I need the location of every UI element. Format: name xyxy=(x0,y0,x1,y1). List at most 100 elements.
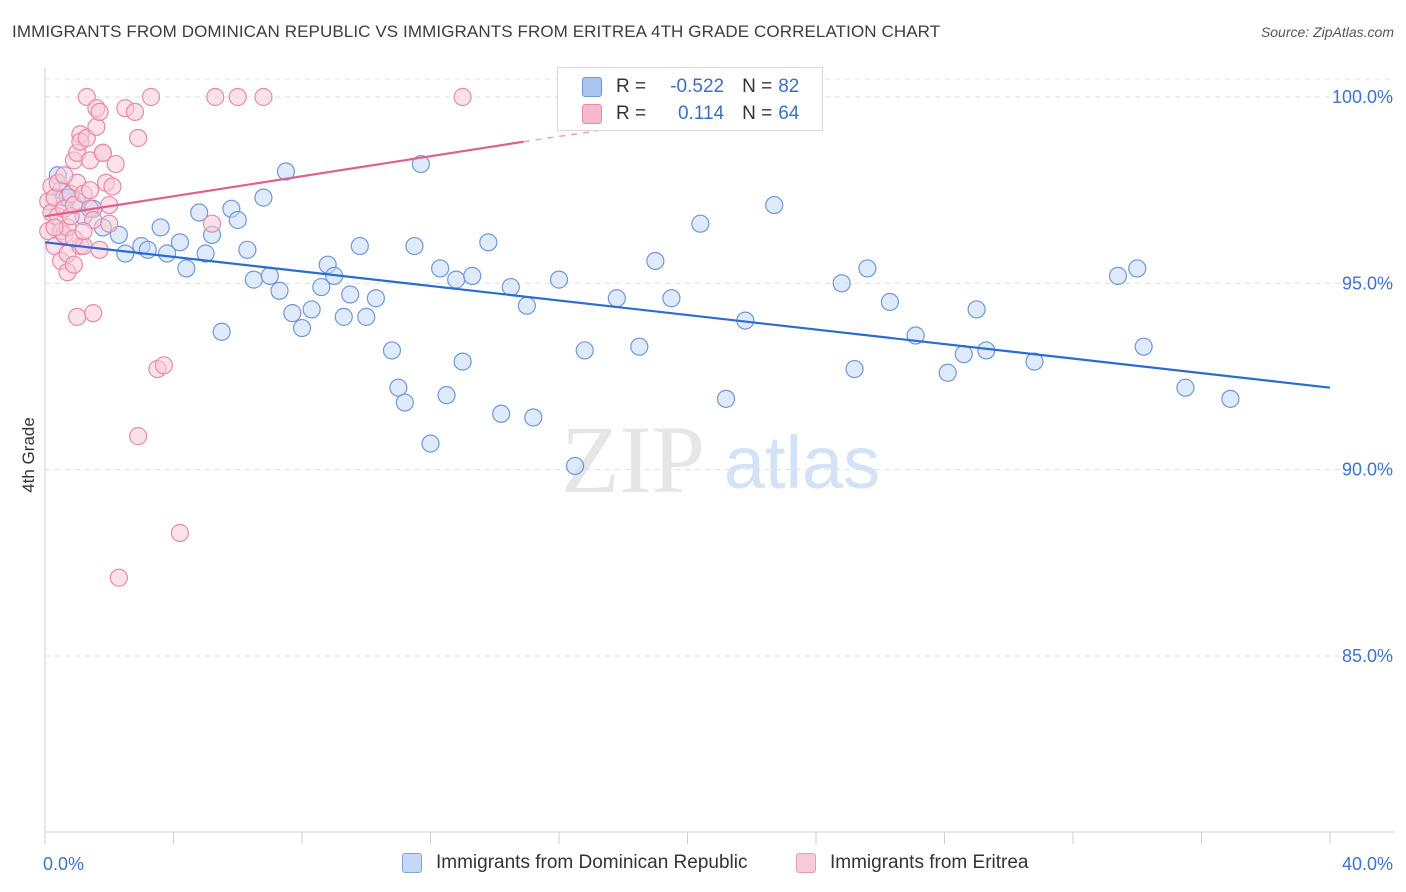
point-dominican xyxy=(196,244,215,263)
x-tick-label-start: 0.0% xyxy=(43,854,84,874)
point-dominican xyxy=(270,281,289,300)
point-dominican xyxy=(170,233,190,252)
trend-line-eritrea-extension xyxy=(523,126,624,143)
point-dominican xyxy=(954,345,973,364)
point-eritrea xyxy=(170,523,190,543)
point-eritrea xyxy=(100,214,119,233)
stats-legend: R = -0.522 N = 82 R = 0.114 N = 64 xyxy=(557,67,823,131)
point-dominican xyxy=(350,236,369,256)
point-dominican xyxy=(283,304,302,323)
point-dominican xyxy=(177,259,196,278)
point-eritrea xyxy=(141,87,161,107)
point-dominican xyxy=(479,233,498,252)
point-eritrea xyxy=(125,102,145,122)
n-label: N = xyxy=(742,76,773,97)
point-dominican xyxy=(254,188,273,207)
point-dominican xyxy=(463,266,482,285)
legend-swatch-eritrea xyxy=(796,853,816,873)
point-dominican xyxy=(607,289,626,308)
point-eritrea xyxy=(106,154,125,174)
n-value-eritrea: 64 xyxy=(778,103,800,124)
point-eritrea xyxy=(154,356,173,375)
point-dominican xyxy=(382,341,402,360)
point-eritrea xyxy=(93,143,112,162)
legend-item-dominican: Immigrants from Dominican Republic xyxy=(402,852,748,874)
point-dominican xyxy=(238,240,257,259)
point-dominican xyxy=(312,277,331,297)
watermark-atlas: atlas xyxy=(724,421,880,504)
point-dominican xyxy=(938,363,957,382)
point-dominican xyxy=(453,352,472,371)
n-label: N = xyxy=(742,103,773,124)
point-dominican xyxy=(630,337,649,356)
series-legend: Immigrants from Dominican Republic Immig… xyxy=(0,852,1406,876)
x-tick-label-end: 40.0% xyxy=(1342,854,1393,874)
legend-label-dominican: Immigrants from Dominican Republic xyxy=(436,852,748,873)
point-dominican xyxy=(437,386,456,405)
point-dominican xyxy=(366,289,385,308)
point-dominican xyxy=(411,154,430,174)
point-dominican xyxy=(880,292,899,312)
point-eritrea xyxy=(129,128,148,148)
point-dominican xyxy=(575,341,594,360)
point-eritrea xyxy=(87,117,106,136)
point-dominican xyxy=(357,307,376,326)
point-eritrea xyxy=(103,177,122,196)
point-dominican xyxy=(447,270,466,289)
y-tick-label: 85.0% xyxy=(1342,646,1393,666)
legend-label-eritrea: Immigrants from Eritrea xyxy=(830,852,1029,873)
point-dominican xyxy=(858,259,877,278)
r-value-dominican: -0.522 xyxy=(670,76,725,97)
trend-lines xyxy=(44,126,1331,389)
point-dominican xyxy=(151,218,170,237)
chart-source: Source: ZipAtlas.com xyxy=(1260,24,1394,40)
point-dominican xyxy=(845,359,864,379)
point-dominican xyxy=(832,274,851,293)
stats-legend-row-eritrea: R = 0.114 N = 64 xyxy=(582,102,799,126)
point-dominican xyxy=(1025,352,1044,371)
point-eritrea xyxy=(64,255,84,274)
point-eritrea xyxy=(68,307,87,326)
point-dominican xyxy=(565,456,585,476)
point-eritrea xyxy=(206,87,225,107)
point-eritrea xyxy=(84,304,103,323)
legend-swatch-eritrea xyxy=(582,104,602,124)
point-dominican xyxy=(212,322,231,341)
legend-swatch-dominican xyxy=(402,853,422,873)
y-tick-label: 90.0% xyxy=(1342,460,1393,480)
point-eritrea xyxy=(90,102,109,122)
point-eritrea xyxy=(228,87,247,107)
point-dominican xyxy=(395,393,414,412)
point-dominican xyxy=(1134,337,1153,356)
point-dominican xyxy=(431,259,450,278)
point-dominican xyxy=(405,236,424,256)
point-dominican xyxy=(765,195,784,215)
watermark-zip: ZIP xyxy=(561,406,705,513)
point-dominican xyxy=(260,266,279,285)
point-dominican xyxy=(662,289,681,308)
stats-legend-row-dominican: R = -0.522 N = 82 xyxy=(582,75,799,99)
data-points xyxy=(39,87,1240,587)
chart-title: IMMIGRANTS FROM DOMINICAN REPUBLIC VS IM… xyxy=(12,22,941,41)
trend-line-dominican xyxy=(44,241,1331,389)
point-eritrea xyxy=(55,166,74,185)
y-tick-label: 100.0% xyxy=(1332,87,1393,107)
legend-swatch-dominican xyxy=(582,77,602,97)
watermark: ZIP atlas xyxy=(561,406,880,513)
trend-line-eritrea xyxy=(44,140,524,218)
point-eritrea xyxy=(109,568,128,587)
point-dominican xyxy=(276,162,296,181)
point-eritrea xyxy=(80,181,100,200)
gridlines xyxy=(45,78,1394,657)
r-label: R = xyxy=(616,76,647,97)
point-dominican xyxy=(517,296,536,315)
point-eritrea xyxy=(202,214,222,233)
point-dominican xyxy=(157,244,177,263)
point-dominican xyxy=(967,300,986,319)
point-dominican xyxy=(302,300,321,319)
axis-labels: 85.0% 90.0% 95.0% 100.0% 0.0% 40.0% 4th Grade xyxy=(19,87,1393,874)
r-value-eritrea: 0.114 xyxy=(677,103,725,124)
point-eritrea xyxy=(254,87,273,107)
point-eritrea xyxy=(453,87,472,107)
